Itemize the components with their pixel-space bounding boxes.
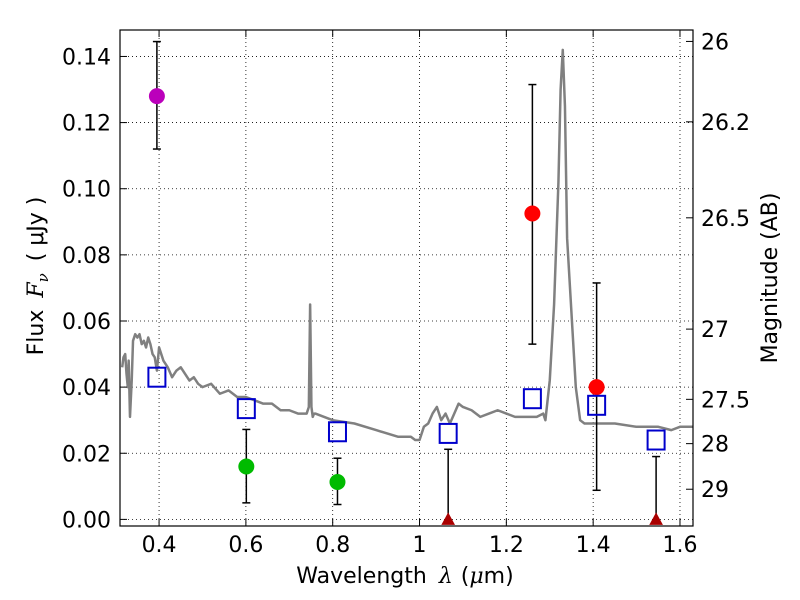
- model-photometry-square: [646, 429, 666, 451]
- y-axis-title-subscript: ν: [34, 273, 52, 282]
- upper-limit-marker: [441, 512, 456, 525]
- y2-tick-label: 26.2: [701, 111, 750, 136]
- y-axis-title-symbol: F: [24, 282, 49, 299]
- x-tick-label: 1.2: [489, 533, 524, 558]
- y2-tick-label: 27: [701, 318, 729, 343]
- observation-markers: [148, 88, 663, 525]
- model-photometry-square: [587, 394, 607, 416]
- observation-point: [524, 205, 541, 222]
- y-tick-label: 0.08: [62, 244, 111, 269]
- y2-tick-label: 26: [701, 30, 729, 55]
- x-tick-label: 1.6: [662, 533, 697, 558]
- plot-frame: [119, 29, 694, 527]
- y-axis-title-prefix: Flux: [24, 310, 49, 356]
- model-photometry-square: [236, 398, 256, 420]
- y-tick-label: 0.02: [62, 442, 111, 467]
- y-tick-label: 0.04: [62, 376, 111, 401]
- x-axis-title-unit-close: m): [484, 564, 514, 589]
- model-photometry-square: [327, 421, 347, 443]
- x-tick-label: 0.8: [315, 533, 350, 558]
- x-axis-title: Wavelength λ (μm): [296, 564, 513, 589]
- x-tick-label: 0.4: [142, 533, 177, 558]
- y-tick-label: 0.06: [62, 310, 111, 335]
- y2-axis-ticks: 26 26.2 26.5 27 27.5 28 29: [686, 30, 750, 503]
- model-photometry-square: [438, 422, 458, 444]
- observation-point: [148, 88, 165, 105]
- y-tick-label: 0.00: [62, 508, 111, 533]
- observation-point: [588, 379, 605, 396]
- x-tick-label: 1.4: [576, 533, 611, 558]
- y-axis-ticks: 0.00 0.02 0.04 0.06 0.08 0.10 0.12 0.14: [62, 45, 127, 533]
- observation-point: [329, 474, 346, 491]
- x-tick-label: 1: [413, 533, 427, 558]
- x-axis-title-prefix: Wavelength: [296, 564, 427, 589]
- y-tick-label: 0.12: [62, 112, 111, 137]
- x-tick-label: 0.6: [228, 533, 263, 558]
- x-axis-title-symbol: λ: [438, 564, 453, 589]
- model-photometry-square: [522, 388, 542, 410]
- y-tick-label: 0.10: [62, 178, 111, 203]
- y-axis-title-unit: ( μJy ): [24, 197, 49, 262]
- upper-limit-marker: [649, 512, 663, 525]
- y-axis-title: Flux Fν ( μJy ): [24, 197, 52, 356]
- x-axis-title-unit-mu: μ: [469, 564, 483, 589]
- plot-content: [120, 40, 693, 525]
- x-axis-ticks: 0.4 0.6 0.8 1 1.2 1.4 1.6: [142, 30, 697, 558]
- grid-lines: [120, 30, 693, 526]
- model-sed-line: [120, 48, 693, 442]
- y2-axis-title: Magnitude (AB): [758, 193, 783, 364]
- model-photometry-squares: [147, 366, 666, 451]
- model-photometry-square: [147, 366, 167, 388]
- x-axis-title-unit-open: (: [461, 564, 470, 589]
- observation-point: [238, 458, 255, 475]
- y2-tick-label: 27.5: [701, 388, 750, 413]
- y2-tick-label: 28: [701, 433, 729, 458]
- y2-tick-label: 26.5: [701, 207, 750, 232]
- y-tick-label: 0.14: [62, 45, 111, 70]
- y2-tick-label: 29: [701, 478, 729, 503]
